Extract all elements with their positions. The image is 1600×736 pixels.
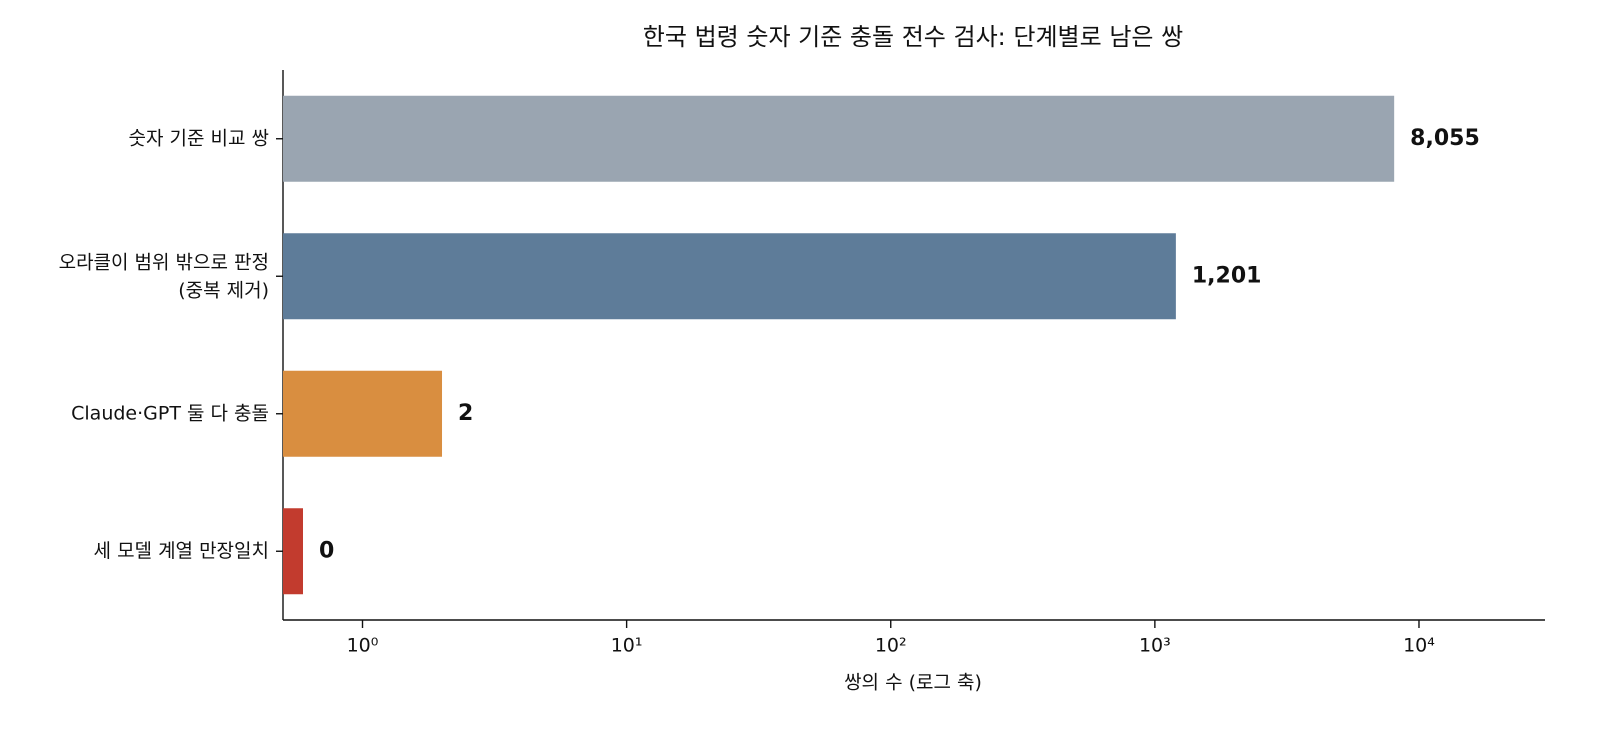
value-label: 1,201 — [1192, 263, 1262, 288]
x-tick-label: 10¹ — [611, 635, 643, 657]
value-label: 2 — [458, 401, 473, 426]
y-tick-label-line: 오라클이 범위 밖으로 판정 — [59, 251, 269, 273]
y-tick-label: 오라클이 범위 밖으로 판정 (중복 제거) — [59, 251, 269, 301]
y-tick-label: Claude·GPT 둘 다 충돌 — [71, 402, 269, 424]
y-tick-label: 세 모델 계열 만장일치 — [94, 540, 269, 562]
bar — [283, 508, 303, 595]
x-tick-label: 10² — [875, 635, 907, 657]
x-tick-label: 10⁰ — [347, 635, 379, 657]
value-label: 0 — [319, 538, 334, 563]
x-tick-label: 10³ — [1139, 635, 1171, 657]
bar — [283, 95, 1395, 182]
bar — [283, 233, 1176, 320]
chart-title: 한국 법령 숫자 기준 충돌 전수 검사: 단계별로 남은 쌍 — [643, 23, 1183, 51]
x-tick-label: 10⁴ — [1403, 635, 1435, 657]
bar — [283, 370, 443, 457]
value-label: 8,055 — [1410, 126, 1480, 151]
x-axis-label: 쌍의 수 (로그 축) — [844, 672, 982, 694]
y-tick-label-line: (중복 제거) — [178, 279, 269, 301]
y-tick-label: 숫자 기준 비교 쌍 — [129, 127, 269, 149]
